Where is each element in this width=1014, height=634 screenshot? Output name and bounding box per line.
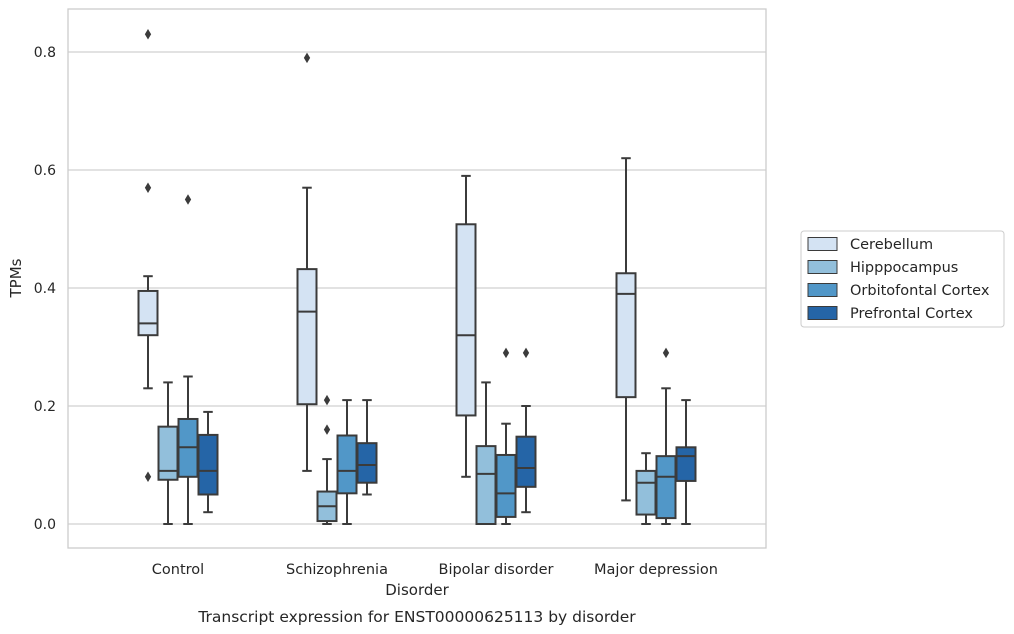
box-cerebellum-3 [615,157,637,502]
box-body [475,445,497,525]
outlier-point [323,394,331,406]
outlier-point [662,347,670,359]
legend-label: Hipppocampus [850,260,958,276]
box-body [615,272,637,399]
y-tick-label: 0.6 [34,163,56,179]
box-body [455,223,477,417]
box-cerebellum-0 [137,29,159,483]
x-axis-ticks: Control Schizophrenia Bipolar disorder Majo… [152,562,718,578]
box-cerebellum-2 [455,174,477,478]
y-axis-label: TPMs [7,258,25,298]
legend: Cerebellum Hipppocampus Orbitofontal Corte… [800,230,1005,328]
box-orbitofontal-cortex-2 [495,347,517,525]
box-orbitofontal-cortex-3 [655,347,677,525]
legend-frame [800,230,1005,328]
legend-swatch [807,237,838,251]
x-axis-label: Disorder [385,581,449,599]
box-body [356,442,378,484]
outlier-point [144,471,152,483]
box-body [296,268,318,406]
chart-caption: Transcript expression for ENST0000062511… [197,608,636,626]
legend-label: Orbitofontal Cortex [850,283,990,299]
box-body [336,434,358,495]
legend-label: Prefrontal Cortex [850,306,973,322]
outlier-point [323,424,331,435]
plot-frame [67,8,767,549]
y-axis-ticks: 0.0 0.2 0.4 0.6 0.8 [34,45,56,533]
box-prefrontal-cortex-3 [675,399,697,525]
x-tick-label: Control [152,562,204,578]
legend-swatch [807,260,838,274]
box-cerebellum-1 [296,52,318,472]
box-prefrontal-cortex-2 [515,347,537,514]
legend-swatch [807,283,838,297]
box-hipppocampus-2 [475,381,497,525]
outlier-point [502,347,510,359]
x-tick-label: Major depression [594,562,718,578]
y-tick-label: 0.8 [34,45,56,61]
box-hipppocampus-3 [635,452,657,525]
box-body [515,435,537,488]
box-prefrontal-cortex-0 [197,410,219,514]
y-tick-label: 0.2 [34,399,56,415]
box-hipppocampus-1 [316,394,338,525]
box-hipppocampus-0 [157,381,179,525]
outlier-point [144,29,152,40]
box-body [635,469,657,516]
x-tick-label: Schizophrenia [286,562,388,578]
box-prefrontal-cortex-1 [356,399,378,496]
y-tick-label: 0.4 [34,281,56,297]
legend-label: Cerebellum [850,237,933,253]
box-body [197,433,219,496]
box-groups [137,29,697,525]
outlier-point [522,347,530,359]
legend-swatch [807,306,838,320]
box-body [655,455,677,520]
box-body [495,453,517,518]
box-body [675,446,697,482]
outlier-point [184,194,192,205]
outlier-point [144,182,152,193]
y-tick-label: 0.0 [34,517,56,533]
x-tick-label: Bipolar disorder [439,562,554,578]
box-body [137,289,159,337]
outlier-point [303,52,311,64]
